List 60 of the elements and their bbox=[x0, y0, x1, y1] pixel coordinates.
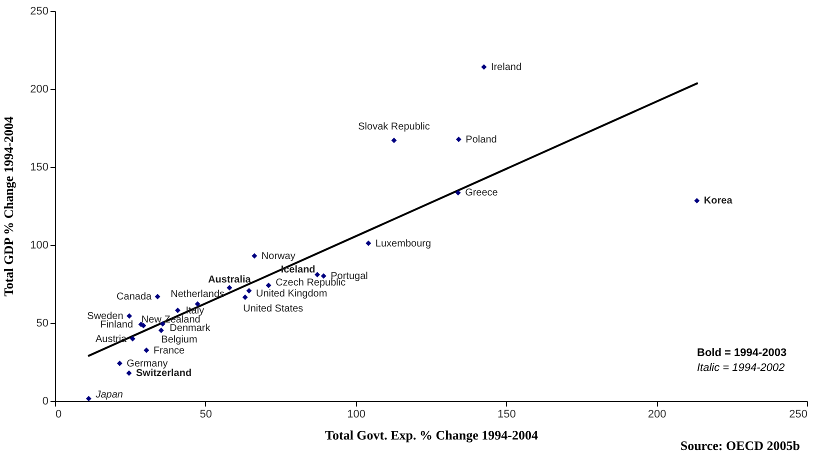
data-label: Luxembourg bbox=[375, 238, 432, 250]
data-label: Netherlands bbox=[170, 288, 225, 300]
x-tick-label: 200 bbox=[648, 408, 666, 420]
point bbox=[455, 190, 461, 196]
point bbox=[226, 285, 232, 290]
data-label: Germany bbox=[126, 358, 168, 370]
data-label: Switzerland bbox=[136, 368, 192, 380]
source-note: Source: OECD 2005b bbox=[680, 438, 800, 453]
y-tick-label: 150 bbox=[30, 162, 48, 174]
data-label: Belgium bbox=[161, 334, 198, 346]
x-tick-label: 0 bbox=[56, 408, 62, 420]
point bbox=[456, 136, 462, 142]
y-axis-title: Total GDP % Change 1994-2004 bbox=[1, 116, 16, 297]
annotation: Bold = 1994-2003 bbox=[697, 347, 787, 359]
point bbox=[252, 253, 258, 259]
point bbox=[246, 288, 252, 294]
data-label: Iceland bbox=[280, 264, 316, 276]
x-tick-label: 100 bbox=[347, 408, 366, 420]
point bbox=[130, 336, 136, 342]
data-label: Finland bbox=[100, 319, 134, 330]
point bbox=[126, 370, 132, 376]
data-label: Canada bbox=[116, 292, 152, 303]
point bbox=[694, 198, 700, 204]
point bbox=[116, 360, 122, 366]
data-label: Slovak Republic bbox=[358, 121, 430, 132]
annotation: Italic = 1994-2002 bbox=[697, 362, 785, 374]
data-label: Norway bbox=[261, 250, 296, 262]
y-tick-label: 50 bbox=[36, 318, 48, 330]
y-tick-label: 250 bbox=[30, 6, 48, 18]
point bbox=[158, 328, 164, 334]
data-label: Denmark bbox=[170, 322, 212, 334]
data-label: Japan bbox=[94, 390, 124, 401]
data-label: Greece bbox=[465, 188, 498, 199]
point bbox=[391, 138, 397, 144]
point bbox=[144, 348, 150, 354]
point bbox=[481, 64, 487, 70]
point bbox=[154, 294, 160, 300]
data-label: United States bbox=[243, 303, 304, 314]
point bbox=[242, 294, 248, 300]
x-tick-label: 150 bbox=[498, 408, 516, 420]
data-label: Austria bbox=[95, 334, 128, 345]
data-label: Korea bbox=[704, 196, 733, 207]
y-tick-label: 0 bbox=[42, 396, 48, 408]
data-label: United Kingdom bbox=[256, 288, 328, 300]
point bbox=[266, 282, 272, 288]
x-tick-label: 250 bbox=[789, 408, 808, 420]
x-tick-label: 50 bbox=[200, 408, 212, 420]
x-axis-title: Total Govt. Exp. % Change 1994-2004 bbox=[325, 428, 538, 442]
point bbox=[86, 396, 92, 402]
data-label: Ireland bbox=[490, 62, 522, 74]
data-label: France bbox=[153, 345, 186, 356]
point bbox=[126, 313, 132, 319]
y-tick-label: 200 bbox=[30, 84, 48, 96]
data-label: Italy bbox=[186, 305, 204, 316]
data-label: Poland bbox=[466, 134, 497, 146]
data-label: Australia bbox=[208, 274, 252, 286]
point bbox=[366, 240, 372, 246]
y-tick-label: 100 bbox=[30, 240, 48, 252]
point bbox=[314, 272, 320, 278]
point bbox=[174, 308, 180, 314]
